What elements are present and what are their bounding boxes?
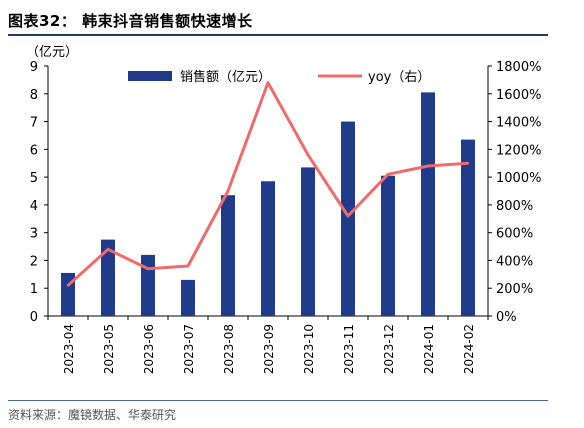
bar <box>261 181 275 316</box>
x-tick-label: 2023-08 <box>222 324 236 374</box>
x-tick-label: 2023-11 <box>342 324 356 374</box>
bar <box>301 167 315 316</box>
yoy-point <box>66 284 70 287</box>
chart: 0 1 2 3 4 5 6 7 8 9（亿元） 0% 200% 400% 600% 800% 1000% 120… <box>26 45 541 374</box>
x-tick-label: 2023-07 <box>182 324 196 374</box>
bar <box>461 139 475 316</box>
legend-bar-label: 销售额（亿元） <box>180 69 271 85</box>
source-note: 资料来源：魔镜数据、华泰研究 <box>8 408 177 422</box>
left-tick-label: 2 <box>30 254 38 269</box>
right-tick-label: 1000% <box>496 171 541 186</box>
left-tick-label: 9 <box>30 60 38 75</box>
bar-series <box>61 92 475 316</box>
right-tick-label: 1200% <box>496 143 541 158</box>
left-tick-label: 4 <box>30 199 38 214</box>
yoy-point <box>466 162 470 165</box>
left-tick-label: 1 <box>30 282 38 297</box>
title-divider <box>8 34 548 36</box>
bar <box>381 175 395 316</box>
yoy-line-series <box>66 81 470 287</box>
left-tick-label: 8 <box>30 88 38 103</box>
legend: 销售额（亿元） yoy（右） <box>128 69 430 85</box>
left-tick-label: 0 <box>30 310 38 325</box>
left-tick-label: 6 <box>30 143 38 158</box>
right-tick-label: 1800% <box>496 60 541 75</box>
footer-divider <box>8 400 548 401</box>
right-tick-label: 400% <box>496 254 533 269</box>
x-tick-label: 2023-04 <box>62 324 76 374</box>
yoy-point <box>426 164 430 168</box>
left-axis-unit: （亿元） <box>26 45 78 60</box>
x-tick-label: 2023-06 <box>142 324 156 374</box>
legend-bar-swatch <box>128 71 172 81</box>
x-tick-label: 2024-01 <box>422 324 436 374</box>
yoy-point <box>146 267 150 270</box>
yoy-point <box>386 173 390 176</box>
legend-line-label: yoy（右） <box>368 70 430 85</box>
yoy-point <box>346 214 350 218</box>
bar <box>101 239 115 316</box>
yoy-point <box>266 81 270 84</box>
bar <box>181 279 195 316</box>
right-tick-label: 200% <box>496 282 533 297</box>
yoy-point <box>106 248 110 251</box>
figure-title: 图表32： 韩束抖音销售额快速增长 <box>8 12 253 30</box>
bar <box>341 121 355 316</box>
right-tick-label: 1600% <box>496 88 541 103</box>
yoy-point <box>306 153 310 157</box>
yoy-point <box>226 189 230 193</box>
x-tick-label: 2023-12 <box>382 324 396 374</box>
x-tick-label: 2024-02 <box>462 324 476 374</box>
bar <box>421 92 435 316</box>
left-tick-label: 5 <box>30 171 38 186</box>
yoy-point <box>186 264 190 268</box>
x-tick-label: 2023-10 <box>302 324 316 374</box>
x-tick-label: 2023-05 <box>102 324 116 374</box>
left-tick-label: 7 <box>30 116 38 131</box>
bar <box>221 195 235 316</box>
tick-labels: 0 1 2 3 4 5 6 7 8 9（亿元） 0% 200% 400% 600% 800% 1000% 120… <box>26 45 541 374</box>
right-tick-label: 800% <box>496 199 533 214</box>
right-tick-label: 0% <box>496 310 517 325</box>
left-tick-label: 3 <box>30 227 38 242</box>
right-tick-label: 1400% <box>496 116 541 131</box>
right-tick-label: 600% <box>496 227 533 242</box>
x-tick-label: 2023-09 <box>262 324 276 374</box>
bar <box>141 254 155 316</box>
